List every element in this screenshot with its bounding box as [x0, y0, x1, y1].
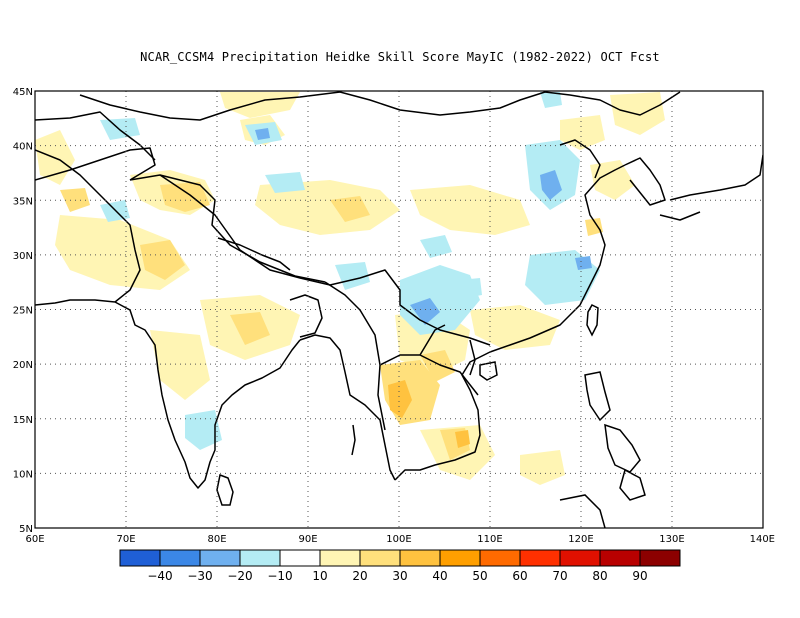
colorbar-label: −30 — [187, 569, 212, 583]
colorbar-label: −20 — [227, 569, 252, 583]
lon-tick-label: 90E — [298, 534, 317, 545]
border-thai-laos — [379, 324, 479, 396]
island-mindanao — [619, 468, 646, 501]
island-luzon — [584, 371, 611, 422]
plot-frame — [34, 90, 764, 529]
lon-tick-label: 120E — [568, 534, 593, 545]
colorbar-swatch — [239, 549, 281, 567]
island-sri-lanka — [216, 473, 234, 506]
coastlines — [35, 91, 763, 489]
border-afghanistan — [35, 147, 156, 181]
coast-bay-of-bengal — [299, 334, 396, 481]
colorbar-swatch — [119, 549, 161, 567]
colorbar-label: 50 — [472, 569, 487, 583]
colorbar-swatch — [159, 549, 201, 567]
border-china-south — [159, 174, 491, 346]
colorbar-label: −40 — [147, 569, 172, 583]
colorbar-swatch — [359, 549, 401, 567]
border-pakistan — [35, 149, 141, 303]
lon-tick-label: 130E — [659, 534, 684, 545]
lon-tick-label: 140E — [750, 534, 775, 545]
lon-tick-label: 80E — [207, 534, 226, 545]
grid-lines — [35, 91, 763, 528]
colorbar-label: 30 — [392, 569, 407, 583]
island-borneo-tip — [559, 494, 606, 528]
lon-tick-label: 70E — [116, 534, 135, 545]
coast-bohai — [559, 139, 601, 179]
colorbar-swatch — [319, 549, 361, 567]
lon-tick-label: 60E — [25, 534, 44, 545]
lat-tick-label: 25N — [13, 306, 33, 317]
border-himalaya — [129, 174, 326, 283]
colorbar-label: −10 — [267, 569, 292, 583]
lon-tick-label: 100E — [386, 534, 411, 545]
coast-indochina — [394, 164, 626, 481]
colorbar-swatch — [599, 549, 641, 567]
colorbar-swatch — [519, 549, 561, 567]
island-andaman — [351, 424, 356, 456]
island-philippines-south — [604, 423, 641, 473]
longitude-tick-labels: 60E 70E 80E 90E 100E 110E 120E 130E 140E — [25, 534, 775, 545]
colorbar-label: 10 — [312, 569, 327, 583]
lat-tick-label: 5N — [19, 524, 33, 535]
colorbar-swatch — [199, 549, 241, 567]
colorbar-label: 70 — [552, 569, 567, 583]
latitude-tick-labels: 5N 10N 15N 20N 25N 30N 35N 40N 45N — [13, 87, 33, 535]
colorbar-label: 80 — [592, 569, 607, 583]
skill-shading — [35, 92, 665, 485]
border-vietnam — [469, 339, 476, 376]
chart-title: NCAR_CCSM4 Precipitation Heidke Skill Sc… — [140, 50, 660, 64]
colorbar-label: 60 — [512, 569, 527, 583]
coast-arabian-sea — [35, 299, 301, 489]
island-hainan — [479, 361, 498, 381]
lon-tick-label: 110E — [477, 534, 502, 545]
lat-tick-label: 35N — [13, 196, 33, 207]
colorbar-swatch — [439, 549, 481, 567]
lat-tick-label: 20N — [13, 360, 33, 371]
islands — [216, 304, 646, 528]
border-central-asia — [35, 111, 156, 161]
lat-tick-label: 15N — [13, 415, 33, 426]
island-taiwan — [586, 304, 599, 337]
coast-japan — [659, 154, 763, 221]
lat-tick-label: 40N — [13, 142, 33, 153]
lat-tick-label: 30N — [13, 251, 33, 262]
colorbar-label: 20 — [352, 569, 367, 583]
lat-tick-label: 45N — [13, 87, 33, 98]
shading-neg20-neg30 — [255, 128, 592, 325]
colorbar-swatch — [479, 549, 521, 567]
border-nepal — [217, 237, 291, 271]
colorbar-swatch — [279, 549, 321, 567]
colorbar-label: 40 — [432, 569, 447, 583]
colorbar — [119, 549, 681, 567]
lat-tick-label: 10N — [13, 469, 33, 480]
colorbar-swatch — [399, 549, 441, 567]
border-burma — [324, 281, 386, 431]
border-china-north — [79, 91, 681, 121]
colorbar-swatch — [559, 549, 601, 567]
coast-korea — [624, 157, 666, 206]
colorbar-labels: −40 −30 −20 −10 10 20 30 40 50 60 70 80 90 — [147, 569, 647, 583]
colorbar-swatch — [639, 549, 681, 567]
shading-30-40 — [388, 380, 470, 448]
colorbar-label: 90 — [632, 569, 647, 583]
